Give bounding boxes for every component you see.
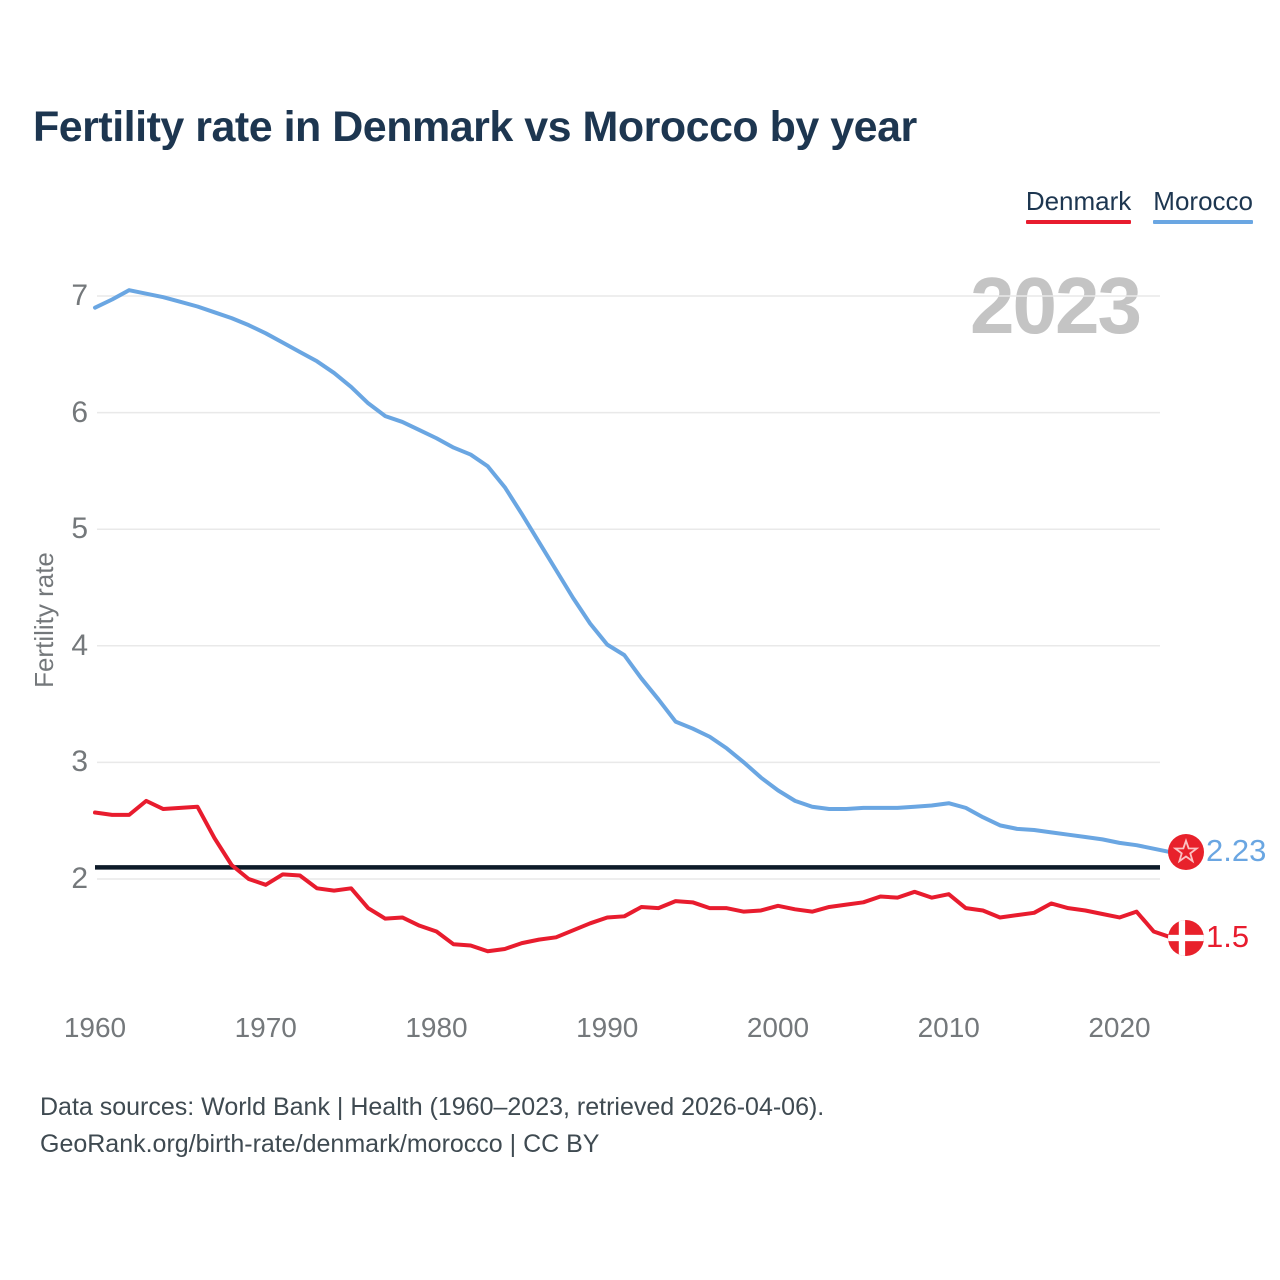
legend: Denmark Morocco xyxy=(1025,186,1253,224)
x-tick-label: 1990 xyxy=(576,1012,639,1043)
attribution-line: GeoRank.org/birth-rate/denmark/morocco |… xyxy=(40,1130,600,1158)
footer: Data sources: World Bank | Health (1960–… xyxy=(40,1089,824,1163)
morocco-line[interactable] xyxy=(93,288,1173,855)
page-title: Fertility rate in Denmark vs Morocco by … xyxy=(33,103,917,151)
y-tick-label: 7 xyxy=(71,279,88,312)
morocco-end-value: 2.23 xyxy=(1206,833,1267,868)
x-tick-label: 1960 xyxy=(63,1012,127,1043)
year-watermark: 2023 xyxy=(970,261,1142,350)
y-tick-label: 2 xyxy=(71,862,88,895)
x-tick-label: 2000 xyxy=(746,1012,810,1043)
denmark-flag-icon xyxy=(1168,920,1204,956)
x-tick-label: 2010 xyxy=(917,1012,980,1043)
y-tick-label: 6 xyxy=(71,395,88,429)
legend-underline-denmark xyxy=(1025,220,1132,224)
data-source-line: Data sources: World Bank | Health (1960–… xyxy=(40,1093,825,1121)
y-tick-label: 4 xyxy=(71,628,88,662)
legend-item-morocco[interactable]: Morocco xyxy=(1153,186,1253,224)
morocco-flag-icon xyxy=(1168,834,1204,870)
legend-label-denmark: Denmark xyxy=(1025,186,1132,216)
y-tick-label: 3 xyxy=(71,745,88,779)
y-tick-label: 5 xyxy=(71,512,88,546)
legend-item-denmark[interactable]: Denmark xyxy=(1025,186,1132,224)
x-tick-label: 1980 xyxy=(405,1012,468,1043)
legend-underline-morocco xyxy=(1153,220,1253,224)
legend-label-morocco: Morocco xyxy=(1153,186,1253,216)
denmark-line[interactable] xyxy=(93,798,1173,954)
x-tick-label: 2020 xyxy=(1088,1012,1151,1043)
x-tick-label: 1970 xyxy=(234,1012,297,1043)
denmark-end-value: 1.5 xyxy=(1206,919,1250,954)
